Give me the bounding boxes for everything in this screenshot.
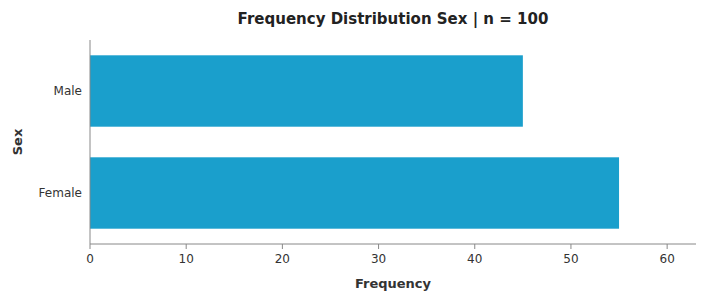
tick <box>570 244 571 249</box>
value-axis-line <box>90 244 696 245</box>
bar <box>90 55 523 126</box>
tick <box>282 244 283 249</box>
axes: 0 10 20 30 40 50 60 Female Male <box>39 40 696 266</box>
tick <box>186 244 187 249</box>
category-label: Male <box>54 84 82 98</box>
tick-label: 0 <box>86 252 94 266</box>
tick <box>667 244 668 249</box>
x-axis-label: Frequency <box>355 276 432 291</box>
tick-label: 10 <box>179 252 194 266</box>
tick <box>90 244 91 249</box>
tick <box>378 244 379 249</box>
bars <box>90 55 619 228</box>
category-axis-line <box>90 40 91 244</box>
y-axis-label: Sex <box>10 128 25 155</box>
tick <box>474 244 475 249</box>
tick-label: 60 <box>660 252 675 266</box>
tick-label: 50 <box>563 252 578 266</box>
chart-container: 0 10 20 30 40 50 60 Female Male Frequency Sex Frequ… <box>0 0 720 300</box>
category-label: Female <box>39 186 82 200</box>
tick-label: 30 <box>371 252 386 266</box>
title: Frequency Distribution Sex | n = 100 <box>238 10 549 29</box>
tick-label: 40 <box>467 252 482 266</box>
tick-label: 20 <box>275 252 290 266</box>
bar <box>90 157 619 228</box>
chart-svg: 0 10 20 30 40 50 60 Female Male Frequency Sex Frequ… <box>0 0 720 300</box>
